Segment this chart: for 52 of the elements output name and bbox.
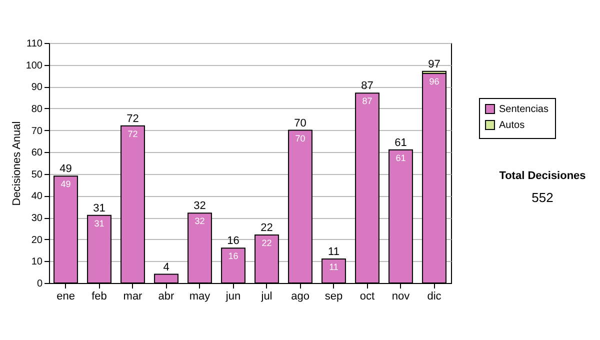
y-tick-label: 70 xyxy=(31,126,43,137)
data-label: 31 xyxy=(94,218,104,228)
y-tick-label: 110 xyxy=(26,38,43,50)
x-tick-label: ago xyxy=(291,290,310,302)
text: Total Decisiones xyxy=(498,170,587,182)
x-tick-label: oct xyxy=(360,290,375,302)
total-label: 4 xyxy=(163,261,170,274)
total-label: 32 xyxy=(194,200,206,212)
x-tick-label: ene xyxy=(56,290,75,302)
y-axis-title: Decisiones Anual xyxy=(10,121,23,206)
x-tick-label: may xyxy=(189,290,211,302)
x-tick-label: sep xyxy=(324,290,343,302)
y-tick-label: 20 xyxy=(31,234,43,246)
y-tick-label: 0 xyxy=(36,278,43,290)
x-tick-label: jul xyxy=(260,290,272,302)
data-label: 32 xyxy=(194,216,205,226)
total-label: 31 xyxy=(93,202,106,214)
y-tick-label: 100 xyxy=(26,60,43,72)
y-tick-label: 50 xyxy=(31,169,43,180)
y-tick-label: 10 xyxy=(31,256,43,268)
data-label: 96 xyxy=(429,76,440,87)
x-tick-label: mar xyxy=(123,290,143,302)
legend-label: Autos xyxy=(499,120,525,131)
total-label: 11 xyxy=(328,246,340,258)
total-label: 72 xyxy=(126,112,139,125)
x-tick-label: nov xyxy=(392,290,410,302)
legend-label: Sentencias xyxy=(499,104,548,115)
data-label: 70 xyxy=(295,133,306,144)
y-tick-label: 80 xyxy=(31,104,43,115)
data-label: 72 xyxy=(128,128,138,139)
x-tick-label: abr xyxy=(158,290,175,302)
x-tick-label: jun xyxy=(224,290,241,302)
data-label: 49 xyxy=(60,179,71,190)
y-tick-label: 40 xyxy=(31,191,43,202)
total-label: 61 xyxy=(394,136,407,149)
data-label: 22 xyxy=(262,238,272,248)
total-label: 87 xyxy=(361,80,374,92)
total-label: 22 xyxy=(260,222,273,234)
data-label: 87 xyxy=(362,96,372,106)
total-label: 70 xyxy=(294,117,306,130)
data-label: 16 xyxy=(228,251,238,262)
total-label: 49 xyxy=(60,163,72,176)
x-tick-label: feb xyxy=(92,290,107,302)
total-label: 97 xyxy=(428,58,440,70)
text: 552 xyxy=(530,190,554,205)
y-tick-label: 30 xyxy=(31,213,43,224)
total-label: 16 xyxy=(227,235,240,248)
y-tick-label: 60 xyxy=(31,148,43,159)
data-label: 11 xyxy=(329,262,338,272)
x-tick-label: dic xyxy=(427,290,442,302)
y-tick-label: 90 xyxy=(31,82,43,94)
data-label: 61 xyxy=(396,152,406,163)
